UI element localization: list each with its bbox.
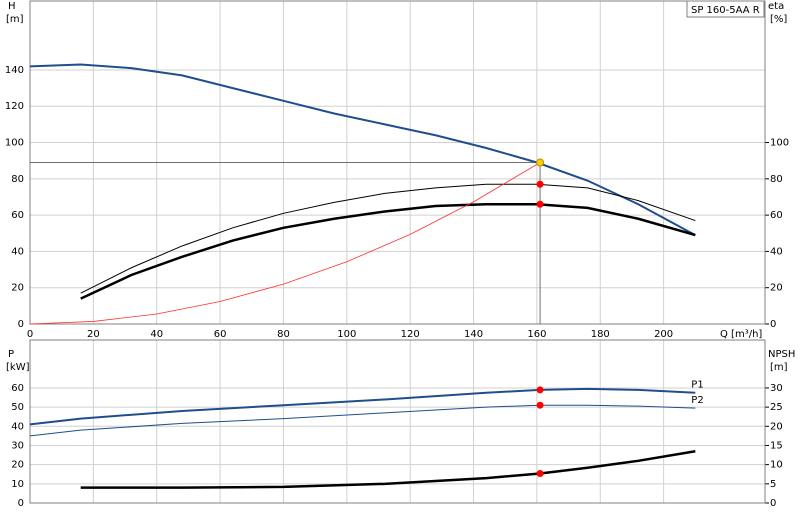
y-tick-label: 10 bbox=[11, 479, 24, 490]
y2-tick-label: 20 bbox=[770, 421, 783, 432]
pump-name: SP 160-5AA R bbox=[691, 5, 760, 16]
x-tick-label: 120 bbox=[401, 329, 420, 340]
series-label: P1 bbox=[691, 380, 703, 391]
curve bbox=[29, 404, 696, 437]
series-label: P2 bbox=[691, 395, 703, 406]
y2-unit: [m] bbox=[770, 362, 788, 373]
y2-tick-label: 20 bbox=[770, 283, 783, 294]
x-tick-label: 140 bbox=[464, 329, 483, 340]
operating-point bbox=[536, 401, 544, 409]
curve bbox=[80, 202, 696, 300]
label-box bbox=[686, 0, 765, 18]
y2-tick-label: 100 bbox=[770, 138, 789, 149]
y2-unit: [%] bbox=[770, 14, 787, 25]
y-unit: [kW] bbox=[6, 362, 30, 373]
x-tick-label: 60 bbox=[214, 329, 227, 340]
y-tick-label: 30 bbox=[11, 440, 24, 451]
y-tick-label: 20 bbox=[11, 283, 24, 294]
x-tick-label: 100 bbox=[337, 329, 356, 340]
y-tick-label: 20 bbox=[11, 460, 24, 471]
y2-tick-label: 0 bbox=[770, 498, 776, 509]
y-tick-label: 60 bbox=[11, 210, 24, 221]
x-tick-label: 180 bbox=[591, 329, 610, 340]
curve bbox=[80, 449, 696, 489]
y-tick-label: 50 bbox=[11, 402, 24, 413]
x-tick-label: 200 bbox=[654, 329, 673, 340]
x-tick-label: 0 bbox=[27, 329, 33, 340]
plot-frame bbox=[29, 339, 766, 504]
y-label: P bbox=[8, 349, 14, 360]
y-tick-label: 140 bbox=[5, 65, 24, 76]
y2-tick-label: 40 bbox=[770, 246, 783, 257]
curve bbox=[29, 387, 696, 426]
y-tick-label: 60 bbox=[11, 383, 24, 394]
y-tick-label: 40 bbox=[11, 246, 24, 257]
x-label: Q [m³/h] bbox=[720, 329, 762, 340]
x-tick-label: 160 bbox=[527, 329, 546, 340]
curve bbox=[29, 162, 541, 325]
y2-tick-label: 25 bbox=[770, 402, 783, 413]
x-tick-label: 80 bbox=[277, 329, 290, 340]
y2-tick-label: 5 bbox=[770, 479, 776, 490]
y2-label: eta bbox=[768, 1, 784, 12]
operating-point bbox=[536, 158, 545, 167]
y2-tick-label: 80 bbox=[770, 174, 783, 185]
y2-tick-label: 30 bbox=[770, 383, 783, 394]
operating-point bbox=[536, 200, 544, 208]
y-unit: [m] bbox=[6, 14, 24, 25]
y2-tick-label: 0 bbox=[770, 319, 776, 330]
y-tick-label: 80 bbox=[11, 174, 24, 185]
operating-point bbox=[536, 180, 544, 188]
y-tick-label: 100 bbox=[5, 138, 24, 149]
y-tick-label: 0 bbox=[18, 319, 24, 330]
operating-point bbox=[536, 469, 544, 477]
y2-tick-label: 15 bbox=[770, 440, 783, 451]
y2-tick-label: 60 bbox=[770, 210, 783, 221]
curve bbox=[80, 183, 696, 294]
y2-tick-label: 10 bbox=[770, 460, 783, 471]
y-tick-label: 40 bbox=[11, 421, 24, 432]
curve bbox=[29, 63, 696, 236]
x-tick-label: 20 bbox=[87, 329, 100, 340]
y2-label: NPSH bbox=[768, 349, 795, 360]
y-tick-label: 120 bbox=[5, 101, 24, 112]
y-tick-label: 0 bbox=[18, 498, 24, 509]
x-tick-label: 40 bbox=[150, 329, 163, 340]
y-label: H bbox=[8, 1, 16, 12]
operating-point bbox=[536, 386, 544, 394]
